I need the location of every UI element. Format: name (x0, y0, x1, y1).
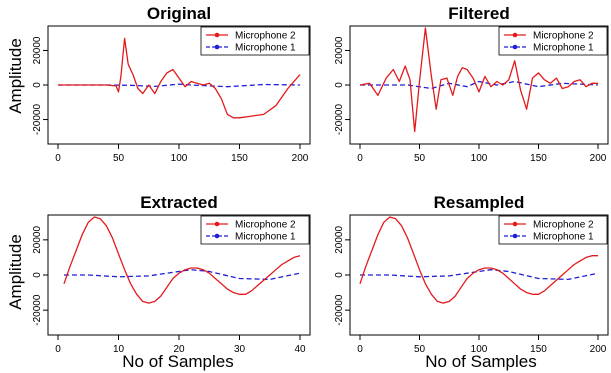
panel-resampled-xtick-label-0: 0 (357, 344, 363, 355)
panel-resampled-ytick-label-2: 20000 (334, 226, 345, 254)
panel-original-legend-marker-microphone-1 (214, 44, 220, 50)
panel-resampled-legend-label-microphone-2: Microphone 2 (533, 220, 594, 231)
x-axis-label-right: No of Samples (425, 352, 537, 371)
panel-filtered-legend-label-microphone-1: Microphone 1 (533, 43, 594, 54)
panel-original-xtick-label-1: 50 (113, 153, 125, 164)
panel-extracted-legend-marker-microphone-2 (214, 221, 220, 227)
panel-resampled-series-microphone-2 (359, 216, 598, 304)
panel-original: Original 0 50 100 150 200 -20000 0 20000 Micropho… (32, 4, 311, 164)
panel-extracted-ytick-label-0: -20000 (32, 294, 43, 326)
panel-resampled-xtick-label-3: 150 (530, 344, 547, 355)
panel-original-ytick-label-0: -20000 (32, 104, 43, 136)
panel-extracted-ytick-label-2: 20000 (32, 226, 43, 254)
panel-extracted-title: Extracted (140, 193, 217, 212)
panel-resampled-legend-marker-microphone-1 (512, 233, 518, 239)
panel-resampled-series-microphone-1 (360, 269, 599, 281)
panel-resampled-xtick-label-4: 200 (590, 344, 607, 355)
panel-filtered-xtick-label-4: 200 (590, 153, 607, 164)
panel-filtered-legend-label-microphone-2: Microphone 2 (533, 31, 594, 42)
panel-extracted-legend-marker-microphone-1 (214, 233, 220, 239)
panel-resampled-legend-marker-microphone-2 (512, 221, 518, 227)
panel-extracted-legend-label-microphone-1: Microphone 1 (235, 232, 296, 243)
panel-filtered-xtick-label-2: 100 (471, 153, 488, 164)
panel-filtered-xtick-label-1: 50 (414, 153, 426, 164)
panel-extracted-xtick-label-4: 40 (294, 344, 306, 355)
panel-resampled: Resampled 0 50 100 150 200 -20000 0 20000 Microph… (334, 193, 609, 355)
panel-filtered-series-microphone-2 (359, 27, 598, 133)
panel-resampled-title: Resampled (434, 193, 525, 212)
panel-original-series-microphone-1 (58, 83, 301, 88)
panel-filtered-title: Filtered (448, 4, 509, 23)
panel-filtered-legend-marker-microphone-2 (512, 32, 518, 38)
panel-original-title: Original (147, 4, 211, 23)
panel-original-legend-label-microphone-2: Microphone 2 (235, 31, 296, 42)
panel-extracted: Extracted 0 10 20 30 40 -20000 0 20000 Microphone… (32, 193, 311, 355)
panel-original-ytick-label-1: 0 (32, 82, 43, 88)
panel-extracted-xtick-label-3: 30 (234, 344, 246, 355)
panel-extracted-ytick-label-1: 0 (32, 272, 43, 278)
panel-original-xtick-label-4: 200 (292, 153, 309, 164)
panel-resampled-xtick-label-1: 50 (414, 344, 426, 355)
panel-original-ytick-label-2: 20000 (32, 36, 43, 64)
panel-extracted-series-microphone-2 (63, 216, 301, 304)
panel-filtered-xtick-label-0: 0 (357, 153, 363, 164)
panel-filtered-ytick-label-2: 20000 (334, 36, 345, 64)
panel-filtered-legend-marker-microphone-1 (512, 44, 518, 50)
panel-resampled-ytick-label-1: 0 (334, 272, 345, 278)
panel-extracted-xtick-label-0: 0 (55, 344, 61, 355)
panel-original-xtick-label-3: 150 (231, 153, 248, 164)
panel-resampled-xtick-label-2: 100 (471, 344, 488, 355)
y-axis-label-top: Amplitude (6, 38, 25, 114)
panel-filtered-xtick-label-3: 150 (530, 153, 547, 164)
panel-original-legend-box (200, 26, 310, 56)
panel-extracted-series-microphone-1 (64, 269, 301, 281)
panel-resampled-ytick-label-0: -20000 (334, 294, 345, 326)
panel-original-xtick-label-0: 0 (55, 153, 61, 164)
panel-filtered-series-microphone-1 (360, 80, 599, 90)
panel-original-legend-label-microphone-1: Microphone 1 (235, 43, 296, 54)
panel-extracted-xtick-label-2: 20 (173, 344, 185, 355)
panel-extracted-xtick-label-1: 10 (113, 344, 125, 355)
panel-original-legend-marker-microphone-2 (214, 32, 220, 38)
panel-extracted-legend-label-microphone-2: Microphone 2 (235, 220, 296, 231)
x-axis-label-left: No of Samples (122, 352, 234, 371)
panel-original-series-microphone-2 (58, 37, 301, 119)
panel-filtered-legend-box (498, 26, 608, 56)
y-axis-label-bottom: Amplitude (6, 234, 25, 310)
panel-extracted-legend-box (200, 215, 310, 245)
panel-filtered-ytick-label-1: 0 (334, 82, 345, 88)
panel-resampled-legend-box (498, 215, 608, 245)
panel-filtered: Filtered 0 50 100 150 200 -20000 0 20000 Micropho… (334, 4, 609, 164)
panel-filtered-ytick-label-0: -20000 (334, 104, 345, 136)
panel-original-xtick-label-2: 100 (171, 153, 188, 164)
panel-resampled-legend-label-microphone-1: Microphone 1 (533, 232, 594, 243)
